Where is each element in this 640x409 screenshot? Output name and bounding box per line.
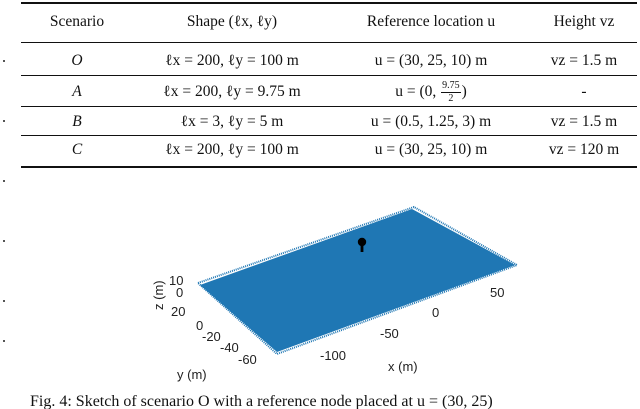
cell-reference: u = (0.5, 1.25, 3) m <box>370 113 492 131</box>
x-axis-label: x (m) <box>388 359 418 374</box>
cell-shape: ℓx = 200, ℓy = 9.75 m <box>163 83 301 101</box>
cell-reference: u = (30, 25, 10) m <box>374 52 488 70</box>
header-shape: Shape (ℓx, ℓy) <box>186 13 278 31</box>
table-row: A ℓx = 200, ℓy = 9.75 m u = (0, 9.75 2 )… <box>21 76 637 108</box>
cell-scenario: B <box>72 113 82 131</box>
header-reference: Reference location u <box>366 13 496 31</box>
cell-height: - <box>581 83 587 101</box>
surface-plot: 10 0 z (m) 20 0 -20 -40 -60 y (m) -100 -… <box>151 205 520 382</box>
table-row: B ℓx = 3, ℓy = 5 m u = (0.5, 1.25, 3) m … <box>21 106 637 138</box>
ground-surface <box>200 209 515 352</box>
y-tick-label: -20 <box>202 329 221 344</box>
header-height: Height vz <box>553 13 615 31</box>
cell-shape: ℓx = 200, ℓy = 100 m <box>165 52 299 70</box>
y-tick-label: -60 <box>238 352 257 367</box>
table-bottom-rule <box>21 166 637 168</box>
cell-height: vz = 120 m <box>548 141 620 159</box>
cell-scenario: C <box>71 141 83 159</box>
cell-scenario: A <box>72 83 82 101</box>
cell-reference: u = (30, 25, 10) m <box>374 141 488 159</box>
x-tick-label: 50 <box>490 285 504 300</box>
scenario-table: Scenario Shape (ℓx, ℓy) Reference locati… <box>21 2 637 172</box>
x-tick-label: 0 <box>432 305 439 320</box>
table-top-rule <box>21 2 637 4</box>
cell-shape: ℓx = 3, ℓy = 5 m <box>180 113 284 131</box>
cell-scenario: O <box>71 52 83 70</box>
table-header-row: Scenario Shape (ℓx, ℓy) Reference locati… <box>21 6 637 38</box>
header-scenario: Scenario <box>49 13 105 31</box>
cell-reference: u = (0, 9.75 2 ) <box>395 79 467 104</box>
x-tick-label: -100 <box>320 348 346 363</box>
fraction: 9.75 2 <box>441 79 461 104</box>
ground-surface-edge <box>196 205 520 356</box>
z-axis-label: z (m) <box>151 280 166 310</box>
header-rule <box>21 42 637 43</box>
x-tick-label: -50 <box>380 326 399 341</box>
scenario-sketch-figure: 10 0 z (m) 20 0 -20 -40 -60 y (m) -100 -… <box>150 200 630 390</box>
y-tick-label: 20 <box>171 304 185 319</box>
figure-caption: Fig. 4: Sketch of scenario O with a refe… <box>30 393 493 409</box>
row-rule <box>21 75 637 76</box>
cell-height: vz = 1.5 m <box>550 52 618 70</box>
row-rule <box>21 135 637 136</box>
y-tick-label: -40 <box>220 340 239 355</box>
z-tick-label: 0 <box>176 285 183 300</box>
z-tick-label: 10 <box>169 273 183 288</box>
cell-height: vz = 1.5 m <box>550 113 618 131</box>
reference-node <box>357 237 367 252</box>
y-axis-label: y (m) <box>177 367 207 382</box>
table-row: O ℓx = 200, ℓy = 100 m u = (30, 25, 10) … <box>21 45 637 77</box>
y-tick-label: 0 <box>196 318 203 333</box>
row-rule <box>21 106 637 107</box>
table-row: C ℓx = 200, ℓy = 100 m u = (30, 25, 10) … <box>21 134 637 166</box>
cell-shape: ℓx = 200, ℓy = 100 m <box>165 141 299 159</box>
